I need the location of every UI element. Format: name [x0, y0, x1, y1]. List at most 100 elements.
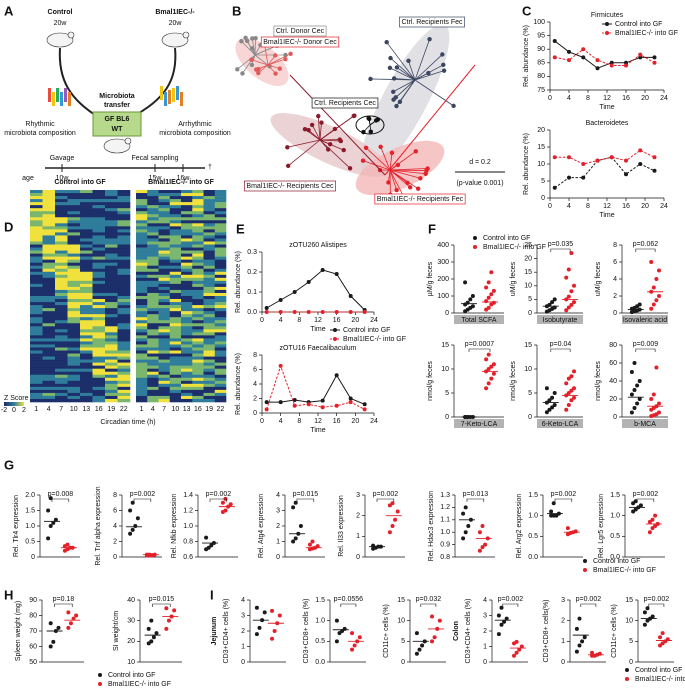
isolator	[92, 111, 142, 137]
data-point	[486, 295, 491, 300]
heatmap-cell	[214, 380, 227, 385]
heatmap-cell	[117, 268, 131, 273]
data-point	[577, 616, 582, 621]
x-axis-label: Time	[310, 326, 325, 333]
heatmap-cell	[117, 214, 131, 218]
heatmap-cell	[105, 244, 118, 248]
heatmap-cell	[136, 305, 148, 309]
sample-point	[285, 163, 291, 169]
heatmap-cell	[203, 271, 216, 276]
sample-point	[249, 57, 254, 62]
data-point	[292, 290, 297, 294]
heatmap-cell	[117, 398, 131, 403]
heatmap-cell	[181, 323, 193, 327]
heatmap-cell	[169, 308, 182, 312]
heatmap-cell	[136, 299, 148, 303]
heatmap-cell	[181, 356, 193, 360]
heatmap-cell	[105, 214, 118, 218]
heatmap-cell	[158, 193, 171, 197]
heatmap-cell	[203, 344, 216, 348]
x-tick-label: 4	[279, 418, 283, 425]
heatmap-cell	[192, 202, 204, 206]
heatmap-cell	[181, 211, 193, 215]
y-tick-label: 0	[613, 310, 617, 317]
heatmap-cell	[117, 374, 131, 379]
heatmap-cell	[42, 280, 56, 285]
heatmap-cell	[117, 250, 131, 254]
heatmap-cell	[192, 211, 204, 215]
y-tick-label: 2	[613, 293, 617, 300]
heatmap-cell	[169, 229, 182, 233]
heatmap-cell	[92, 386, 106, 391]
heatmap-cell	[181, 190, 193, 194]
heatmap-cell	[42, 389, 56, 394]
data-point	[519, 644, 524, 649]
sample-point	[288, 51, 293, 56]
heatmap-cell	[55, 277, 68, 282]
heatmap-cell	[80, 247, 93, 251]
data-point	[270, 608, 275, 613]
heatmap-cell	[67, 286, 81, 291]
x-tick-label: 20	[641, 203, 649, 210]
data-point	[334, 310, 339, 314]
legend-label: Bmal1IEC-/- into GF	[593, 567, 656, 574]
heatmap-cell	[214, 320, 227, 324]
heatmap-cell	[203, 244, 216, 248]
heatmap-cell	[42, 359, 56, 363]
y-tick-label: 0.5	[528, 533, 538, 540]
heatmap-cell	[147, 359, 159, 363]
data-point	[291, 505, 296, 510]
y-tick-label: 0	[528, 414, 532, 421]
heatmap-cell	[117, 292, 131, 297]
data-point	[254, 605, 259, 610]
data-point	[484, 299, 489, 304]
heatmap-cell	[203, 389, 216, 394]
heatmap-cell	[169, 214, 182, 218]
x-tick-label: 1	[140, 406, 144, 413]
heatmap-cell	[30, 338, 43, 342]
heatmap-cell	[147, 365, 159, 369]
heatmap-cell	[136, 326, 148, 330]
heatmap-cell	[192, 241, 204, 245]
y-tick-label: 1.3	[440, 492, 450, 499]
y-tick-label: 1.0	[610, 513, 620, 520]
x-tick-label: 19	[107, 406, 115, 413]
data-point	[638, 162, 643, 166]
data-point	[489, 270, 494, 275]
sample-point	[363, 145, 369, 151]
heatmap-cell	[192, 338, 204, 342]
y-tick-label: 80	[29, 612, 37, 619]
heatmap-cell	[214, 244, 227, 248]
heatmap-cell	[30, 277, 43, 282]
data-point	[658, 635, 663, 640]
heatmap-cell	[158, 350, 171, 354]
y-axis-label: Rel. abundance (%)	[523, 133, 530, 195]
heatmap-cell	[30, 223, 43, 227]
data-point	[564, 308, 569, 313]
heatmap-cell	[169, 356, 182, 360]
heatmap-cell	[55, 317, 68, 321]
heatmap-cell	[147, 350, 159, 354]
data-point	[624, 158, 628, 163]
y-tick-label: 0.2	[247, 269, 257, 276]
data-point	[657, 410, 662, 415]
heatmap-cell	[147, 244, 159, 248]
heatmap-cell	[136, 353, 148, 357]
sample-point	[277, 66, 282, 71]
heatmap-cell	[158, 353, 171, 357]
heatmap-cell	[55, 193, 68, 197]
heatmap-cell	[158, 374, 171, 379]
legend-label: Bmal1IEC-/- into GF	[343, 336, 406, 343]
y-tick-label: 2	[483, 628, 487, 635]
heatmap-cell	[67, 332, 81, 336]
heatmap-cell	[42, 353, 56, 357]
heatmap-cell	[181, 244, 193, 248]
heatmap-cell	[42, 283, 56, 288]
heatmap-cell	[158, 368, 171, 373]
heatmap-cell	[92, 302, 106, 306]
heatmap-cell	[158, 395, 171, 400]
heatmap-cell	[192, 386, 204, 391]
data-point	[306, 310, 311, 314]
y-tick-label: 0.6	[183, 554, 193, 561]
y-tick-label: 3	[356, 492, 360, 499]
